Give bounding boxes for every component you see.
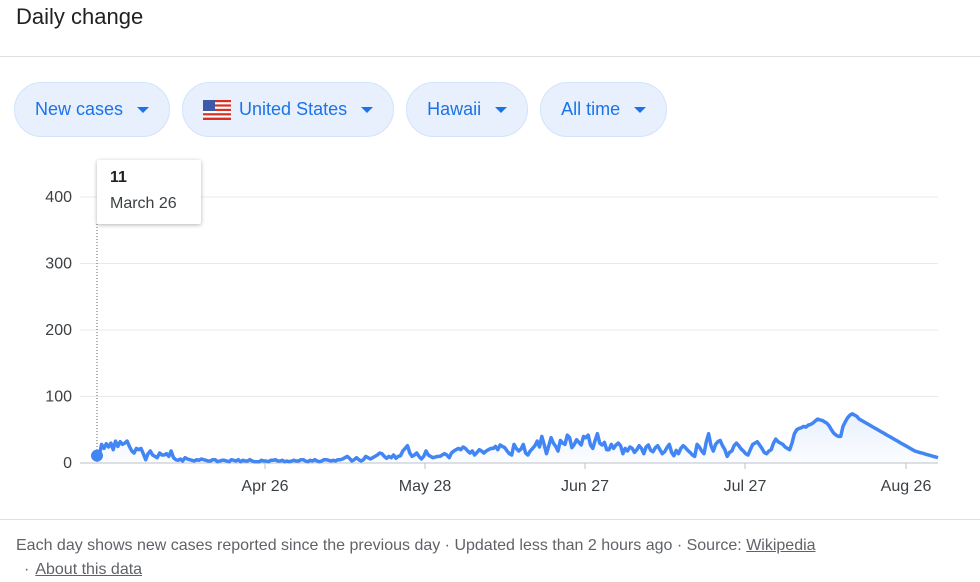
filter-bar: New cases United States Hawaii All time bbox=[14, 82, 668, 137]
header-divider bbox=[0, 56, 980, 57]
range-label: All time bbox=[561, 99, 621, 119]
daily-change-chart[interactable]: 0 100 200 300 400 Apr 26 May 28 Jun 27 Jul 27 Au… bbox=[0, 150, 980, 510]
caret-down-icon bbox=[137, 106, 150, 113]
source-link[interactable]: Wikipedia bbox=[746, 537, 816, 554]
caret-down-icon bbox=[634, 106, 647, 113]
y-tick-label: 400 bbox=[45, 189, 72, 206]
chart-tooltip: 11 March 26 bbox=[97, 160, 201, 224]
country-dropdown[interactable]: United States bbox=[182, 82, 395, 137]
x-tick-label: Apr 26 bbox=[241, 478, 288, 495]
y-tick-label: 200 bbox=[45, 322, 72, 339]
y-tick-label: 100 bbox=[45, 389, 72, 406]
about-link[interactable]: About this data bbox=[35, 561, 143, 578]
region-label: Hawaii bbox=[427, 99, 482, 119]
footer-text: Each day shows new cases reported since … bbox=[16, 537, 747, 554]
series-line bbox=[96, 412, 939, 464]
region-dropdown[interactable]: Hawaii bbox=[406, 82, 529, 137]
x-tick-label: Jun 27 bbox=[561, 478, 609, 495]
y-tick-label: 300 bbox=[45, 256, 72, 273]
metric-dropdown[interactable]: New cases bbox=[14, 82, 171, 137]
caret-down-icon bbox=[361, 106, 374, 113]
footer-divider bbox=[0, 519, 980, 520]
x-tick-label: Aug 26 bbox=[881, 478, 932, 495]
country-label: United States bbox=[239, 99, 348, 119]
range-dropdown[interactable]: All time bbox=[540, 82, 668, 137]
footer: Each day shows new cases reported since … bbox=[16, 534, 966, 582]
x-tick-label: May 28 bbox=[399, 478, 452, 495]
series-area bbox=[97, 413, 938, 463]
page-title: Daily change bbox=[16, 4, 144, 29]
hover-point bbox=[91, 449, 103, 462]
tooltip-value: 11 bbox=[110, 169, 127, 186]
tooltip-date: March 26 bbox=[110, 195, 177, 212]
caret-down-icon bbox=[495, 106, 508, 113]
y-tick-label: 0 bbox=[63, 455, 72, 472]
x-tick-label: Jul 27 bbox=[724, 478, 767, 495]
metric-label: New cases bbox=[35, 99, 124, 119]
footer-separator: · bbox=[24, 561, 30, 578]
us-flag-icon bbox=[203, 99, 232, 120]
